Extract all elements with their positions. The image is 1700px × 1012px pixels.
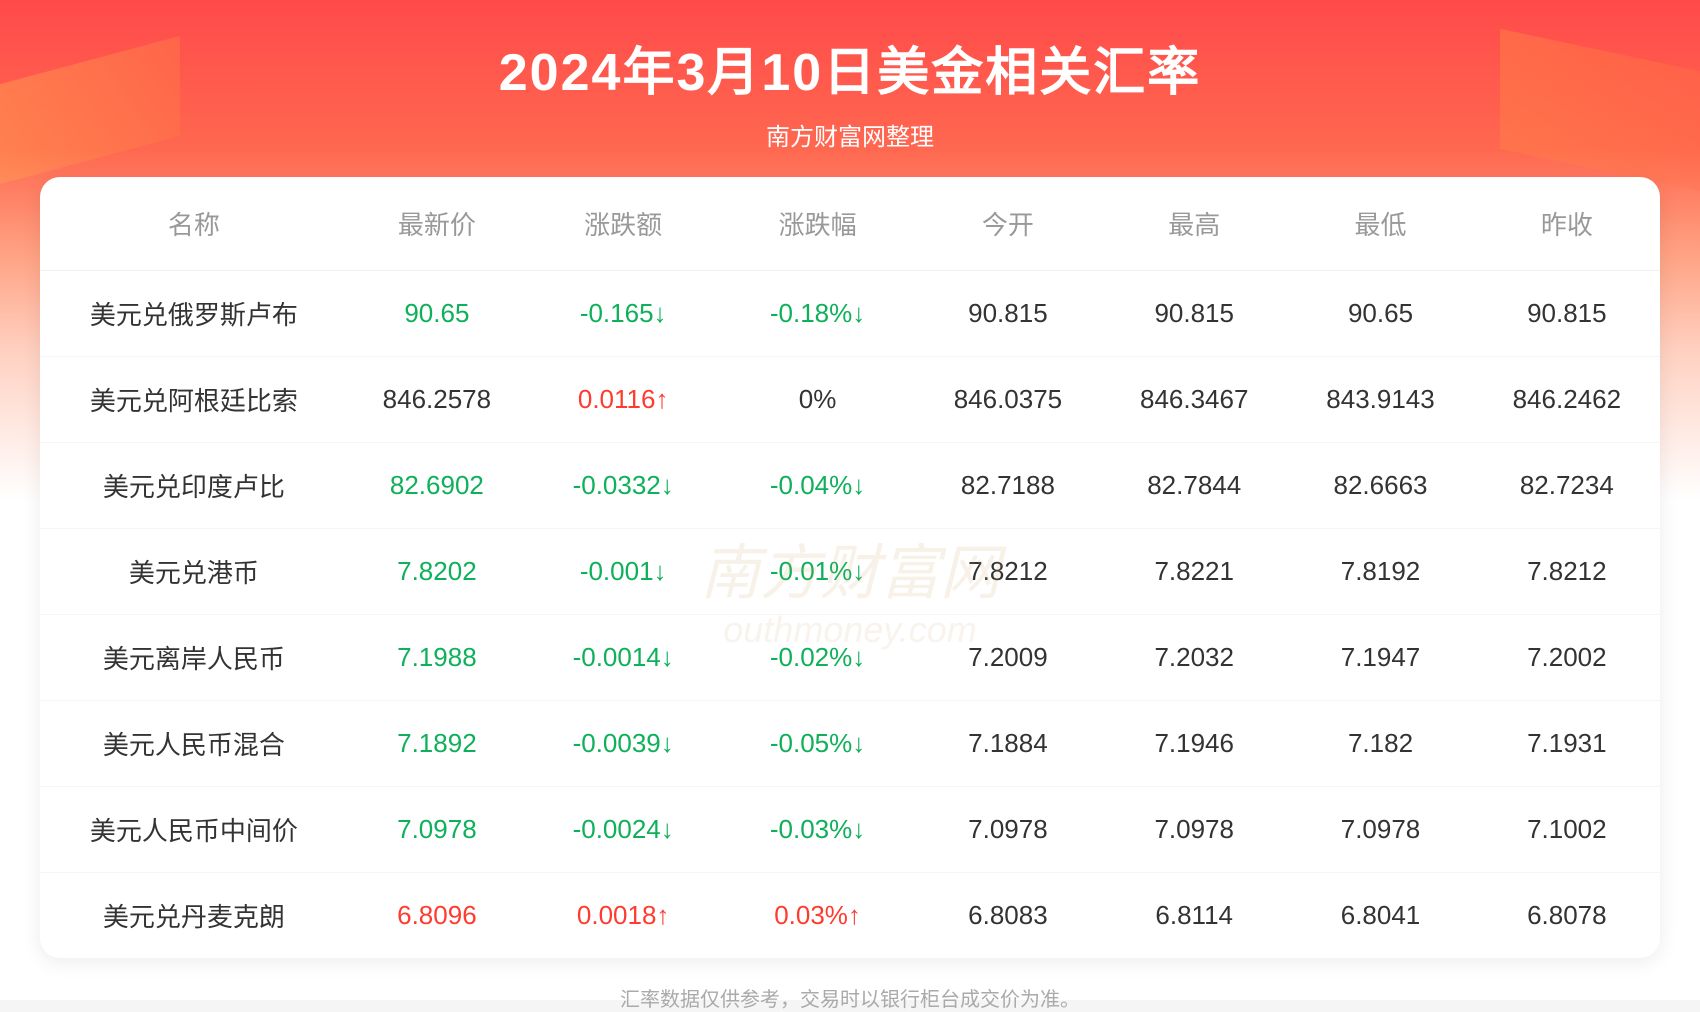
table-row: 美元兑丹麦克朗6.80960.0018↑0.03%↑6.80836.81146.… [40,873,1660,959]
cell-high: 7.1946 [1101,701,1287,787]
cell-open: 7.0978 [915,787,1101,873]
cell-name: 美元兑港币 [40,529,348,615]
cell-prev: 6.8078 [1474,873,1660,959]
table-header-row: 名称 最新价 涨跌额 涨跌幅 今开 最高 最低 昨收 [40,177,1660,271]
cell-high: 7.2032 [1101,615,1287,701]
col-header-pct: 涨跌幅 [720,177,914,271]
cell-pct: -0.05%↓ [720,701,914,787]
table-row: 美元人民币中间价7.0978-0.0024↓-0.03%↓7.09787.097… [40,787,1660,873]
cell-low: 82.6663 [1287,443,1473,529]
cell-prev: 7.1931 [1474,701,1660,787]
cell-high: 82.7844 [1101,443,1287,529]
table-body: 美元兑俄罗斯卢布90.65-0.165↓-0.18%↓90.81590.8159… [40,271,1660,959]
cell-name: 美元离岸人民币 [40,615,348,701]
cell-change: -0.0332↓ [526,443,720,529]
cell-low: 6.8041 [1287,873,1473,959]
cell-prev: 7.1002 [1474,787,1660,873]
cell-open: 7.2009 [915,615,1101,701]
header: 2024年3月10日美金相关汇率 南方财富网整理 [40,30,1660,152]
cell-high: 6.8114 [1101,873,1287,959]
cell-prev: 7.2002 [1474,615,1660,701]
cell-price: 82.6902 [348,443,526,529]
cell-pct: -0.18%↓ [720,271,914,357]
cell-open: 6.8083 [915,873,1101,959]
cell-high: 846.3467 [1101,357,1287,443]
table-row: 美元兑俄罗斯卢布90.65-0.165↓-0.18%↓90.81590.8159… [40,271,1660,357]
cell-name: 美元兑俄罗斯卢布 [40,271,348,357]
cell-change: -0.001↓ [526,529,720,615]
cell-pct: -0.02%↓ [720,615,914,701]
table-row: 美元兑印度卢比82.6902-0.0332↓-0.04%↓82.718882.7… [40,443,1660,529]
cell-change: -0.0039↓ [526,701,720,787]
page-container: 2024年3月10日美金相关汇率 南方财富网整理 南方财富网 outhmoney… [0,0,1700,1000]
cell-change: 0.0018↑ [526,873,720,959]
cell-name: 美元兑阿根廷比索 [40,357,348,443]
cell-pct: -0.04%↓ [720,443,914,529]
cell-pct: 0.03%↑ [720,873,914,959]
col-header-price: 最新价 [348,177,526,271]
cell-change: -0.0024↓ [526,787,720,873]
cell-price: 90.65 [348,271,526,357]
col-header-change: 涨跌额 [526,177,720,271]
rate-table: 名称 最新价 涨跌额 涨跌幅 今开 最高 最低 昨收 美元兑俄罗斯卢布90.65… [40,177,1660,958]
cell-low: 7.1947 [1287,615,1473,701]
cell-name: 美元兑印度卢比 [40,443,348,529]
cell-open: 846.0375 [915,357,1101,443]
col-header-low: 最低 [1287,177,1473,271]
rate-table-wrapper: 南方财富网 outhmoney.com 名称 最新价 涨跌额 涨跌幅 今开 最高… [40,177,1660,958]
cell-pct: -0.03%↓ [720,787,914,873]
col-header-prev: 昨收 [1474,177,1660,271]
cell-open: 82.7188 [915,443,1101,529]
cell-prev: 846.2462 [1474,357,1660,443]
cell-name: 美元人民币中间价 [40,787,348,873]
table-row: 美元兑港币7.8202-0.001↓-0.01%↓7.82127.82217.8… [40,529,1660,615]
page-title: 2024年3月10日美金相关汇率 [40,30,1660,105]
cell-prev: 90.815 [1474,271,1660,357]
cell-price: 7.1892 [348,701,526,787]
cell-pct: 0% [720,357,914,443]
table-row: 美元兑阿根廷比索846.25780.0116↑0%846.0375846.346… [40,357,1660,443]
cell-name: 美元兑丹麦克朗 [40,873,348,959]
cell-low: 7.182 [1287,701,1473,787]
cell-low: 7.8192 [1287,529,1473,615]
cell-open: 90.815 [915,271,1101,357]
cell-high: 7.0978 [1101,787,1287,873]
cell-open: 7.8212 [915,529,1101,615]
cell-low: 7.0978 [1287,787,1473,873]
cell-price: 7.0978 [348,787,526,873]
cell-change: -0.165↓ [526,271,720,357]
cell-price: 846.2578 [348,357,526,443]
cell-high: 90.815 [1101,271,1287,357]
cell-change: 0.0116↑ [526,357,720,443]
cell-prev: 82.7234 [1474,443,1660,529]
footer-disclaimer: 汇率数据仅供参考，交易时以银行柜台成交价为准。 [40,983,1660,1012]
table-row: 美元离岸人民币7.1988-0.0014↓-0.02%↓7.20097.2032… [40,615,1660,701]
col-header-open: 今开 [915,177,1101,271]
cell-pct: -0.01%↓ [720,529,914,615]
cell-price: 6.8096 [348,873,526,959]
cell-name: 美元人民币混合 [40,701,348,787]
col-header-name: 名称 [40,177,348,271]
cell-low: 90.65 [1287,271,1473,357]
page-subtitle: 南方财富网整理 [40,117,1660,152]
decoration-right [1500,29,1700,192]
col-header-high: 最高 [1101,177,1287,271]
cell-high: 7.8221 [1101,529,1287,615]
cell-low: 843.9143 [1287,357,1473,443]
cell-prev: 7.8212 [1474,529,1660,615]
cell-change: -0.0014↓ [526,615,720,701]
cell-price: 7.1988 [348,615,526,701]
table-row: 美元人民币混合7.1892-0.0039↓-0.05%↓7.18847.1946… [40,701,1660,787]
cell-price: 7.8202 [348,529,526,615]
cell-open: 7.1884 [915,701,1101,787]
